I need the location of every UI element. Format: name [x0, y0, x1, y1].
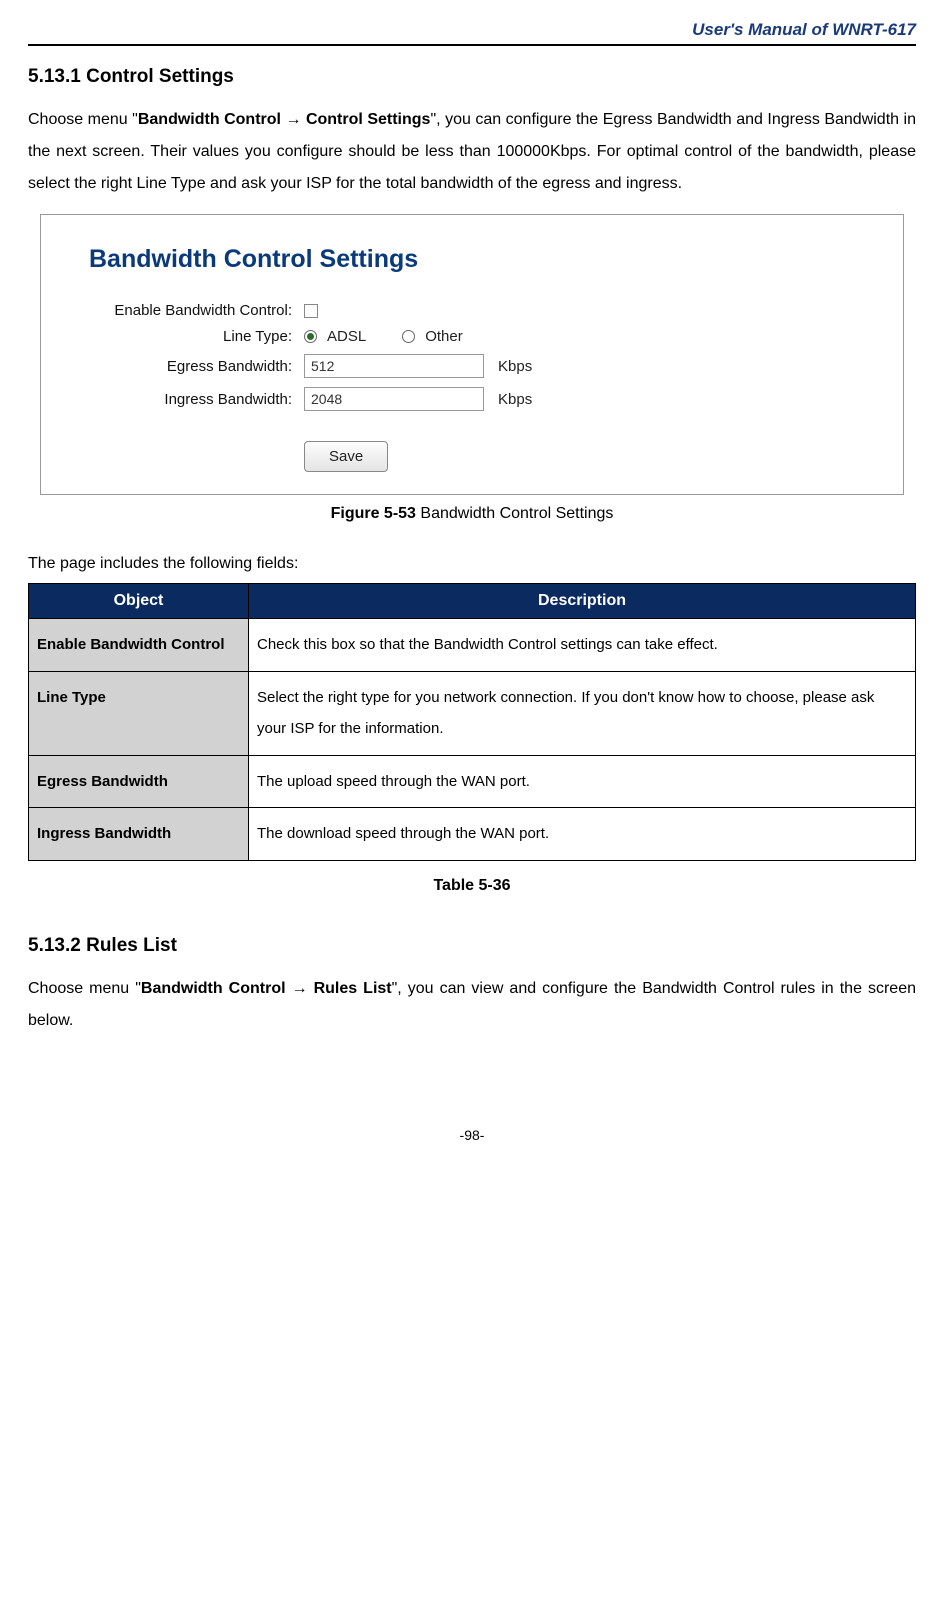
cell-description: The download speed through the WAN port.	[249, 808, 916, 861]
th-object: Object	[29, 584, 249, 619]
egress-input[interactable]	[304, 354, 484, 378]
ingress-input[interactable]	[304, 387, 484, 411]
label-enable: Enable Bandwidth Control:	[89, 302, 304, 319]
panel-title: Bandwidth Control Settings	[89, 245, 885, 274]
fields-intro: The page includes the following fields:	[28, 555, 916, 573]
cell-object: Enable Bandwidth Control	[29, 619, 249, 672]
radio-adsl-label: ADSL	[327, 328, 366, 345]
egress-unit: Kbps	[498, 358, 532, 375]
cell-object: Ingress Bandwidth	[29, 808, 249, 861]
save-button[interactable]: Save	[304, 441, 388, 472]
label-line-type: Line Type:	[89, 328, 304, 345]
section-number: 5.13.2	[28, 935, 81, 956]
table-row: Egress Bandwidth The upload speed throug…	[29, 755, 916, 808]
figure-caption-rest: Bandwidth Control Settings	[416, 505, 613, 522]
table-row: Enable Bandwidth Control Check this box …	[29, 619, 916, 672]
intro-bold-2: Bandwidth Control → Rules List	[141, 980, 392, 997]
figure-caption-bold: Figure 5-53	[331, 505, 416, 522]
radio-other-label: Other	[425, 328, 463, 345]
label-ingress: Ingress Bandwidth:	[89, 391, 304, 408]
cell-object: Line Type	[29, 671, 249, 755]
intro-pre-2: Choose menu "	[28, 980, 141, 997]
th-description: Description	[249, 584, 916, 619]
section-2-intro: Choose menu "Bandwidth Control → Rules L…	[28, 973, 916, 1037]
row-egress: Egress Bandwidth: Kbps	[89, 354, 885, 378]
section-title: Control Settings	[86, 66, 234, 87]
section-heading-rules-list: 5.13.2 Rules List	[28, 935, 916, 957]
row-enable: Enable Bandwidth Control:	[89, 302, 885, 319]
cell-description: Check this box so that the Bandwidth Con…	[249, 619, 916, 672]
cell-object: Egress Bandwidth	[29, 755, 249, 808]
intro-bold: Bandwidth Control → Control Settings	[138, 111, 431, 128]
figure-caption: Figure 5-53 Bandwidth Control Settings	[28, 505, 916, 523]
section-title: Rules List	[86, 935, 177, 956]
section-1-intro: Choose menu "Bandwidth Control → Control…	[28, 104, 916, 200]
ingress-unit: Kbps	[498, 391, 532, 408]
radio-adsl[interactable]	[304, 330, 317, 343]
table-row: Line Type Select the right type for you …	[29, 671, 916, 755]
section-heading-control-settings: 5.13.1 Control Settings	[28, 66, 916, 88]
header-rule	[28, 44, 916, 46]
cell-description: Select the right type for you network co…	[249, 671, 916, 755]
section-number: 5.13.1	[28, 66, 81, 87]
table-caption: Table 5-36	[28, 877, 916, 895]
line-type-radio-group: ADSL Other	[304, 328, 489, 345]
radio-other[interactable]	[402, 330, 415, 343]
cell-description: The upload speed through the WAN port.	[249, 755, 916, 808]
fields-table: Object Description Enable Bandwidth Cont…	[28, 583, 916, 861]
doc-header-title: User's Manual of WNRT-617	[28, 20, 916, 44]
row-line-type: Line Type: ADSL Other	[89, 328, 885, 345]
table-row: Ingress Bandwidth The download speed thr…	[29, 808, 916, 861]
bandwidth-control-settings-panel: Bandwidth Control Settings Enable Bandwi…	[40, 214, 904, 495]
row-ingress: Ingress Bandwidth: Kbps	[89, 387, 885, 411]
intro-pre: Choose menu "	[28, 111, 138, 128]
label-egress: Egress Bandwidth:	[89, 358, 304, 375]
enable-checkbox[interactable]	[304, 304, 318, 318]
page-number: -98-	[28, 1127, 916, 1143]
